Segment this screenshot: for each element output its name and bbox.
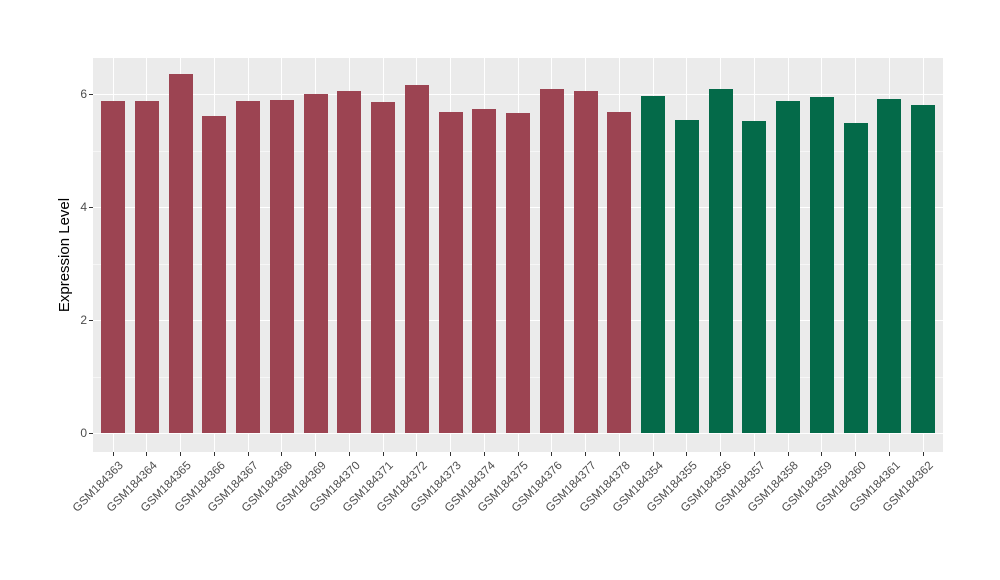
bar [134,100,159,433]
x-axis-tick-mark [585,452,586,456]
bar [539,89,564,433]
x-axis-tick-mark [922,452,924,456]
bar [843,122,868,433]
bar [877,99,902,433]
y-axis-tick-label: 4 [80,200,87,214]
bar [911,104,935,433]
x-axis-tick-mark [247,452,249,456]
y-axis-tick-mark [89,433,93,434]
x-axis-tick-mark [821,452,823,456]
x-axis-tick-mark [281,452,283,456]
x-axis-tick-mark [686,452,688,456]
bar [742,120,767,433]
plot-panel [93,58,943,452]
x-axis-tick-mark [348,452,350,456]
x-axis-tick-mark [146,452,148,456]
x-axis-tick-mark [787,452,789,456]
bar [269,99,294,433]
x-axis-tick-mark [753,452,755,456]
bar [809,96,834,433]
x-axis-tick-mark [483,452,485,456]
bar [438,112,463,433]
x-axis-tick-mark [382,452,384,456]
x-axis-tick-mark [180,452,181,456]
bar [708,89,733,433]
bar [776,100,800,433]
bar [506,113,530,433]
bar [404,84,429,433]
x-axis-tick-mark [652,452,654,456]
bar [472,109,497,433]
bar [337,91,362,433]
bar [641,96,665,433]
x-axis-tick-mark [551,452,553,456]
bar [573,91,598,433]
bar [101,100,125,433]
bar [168,74,193,433]
y-axis-title: Expression Level [56,197,73,313]
x-axis-tick-mark [888,452,890,456]
x-axis-tick-mark [450,452,451,456]
x-axis-tick-mark [416,452,418,456]
bar [236,100,260,433]
y-axis-tick-mark [89,320,93,321]
y-axis-tick-mark [89,207,93,208]
y-axis-tick-mark [89,94,93,95]
bar [674,119,699,433]
x-axis-tick-mark [517,452,519,456]
bar [371,102,395,433]
bar [202,116,227,433]
y-axis-tick-label: 0 [80,426,87,440]
x-axis-tick-mark [855,452,856,456]
bar [607,112,632,433]
x-axis-tick-mark [213,452,215,456]
x-axis-tick-mark [315,452,316,456]
x-axis-tick-mark [618,452,620,456]
x-axis-tick-mark [112,452,114,456]
bar [303,94,328,433]
y-axis-tick-label: 2 [80,313,87,327]
y-axis-tick-label: 6 [80,87,87,101]
x-axis-tick-mark [720,452,721,456]
